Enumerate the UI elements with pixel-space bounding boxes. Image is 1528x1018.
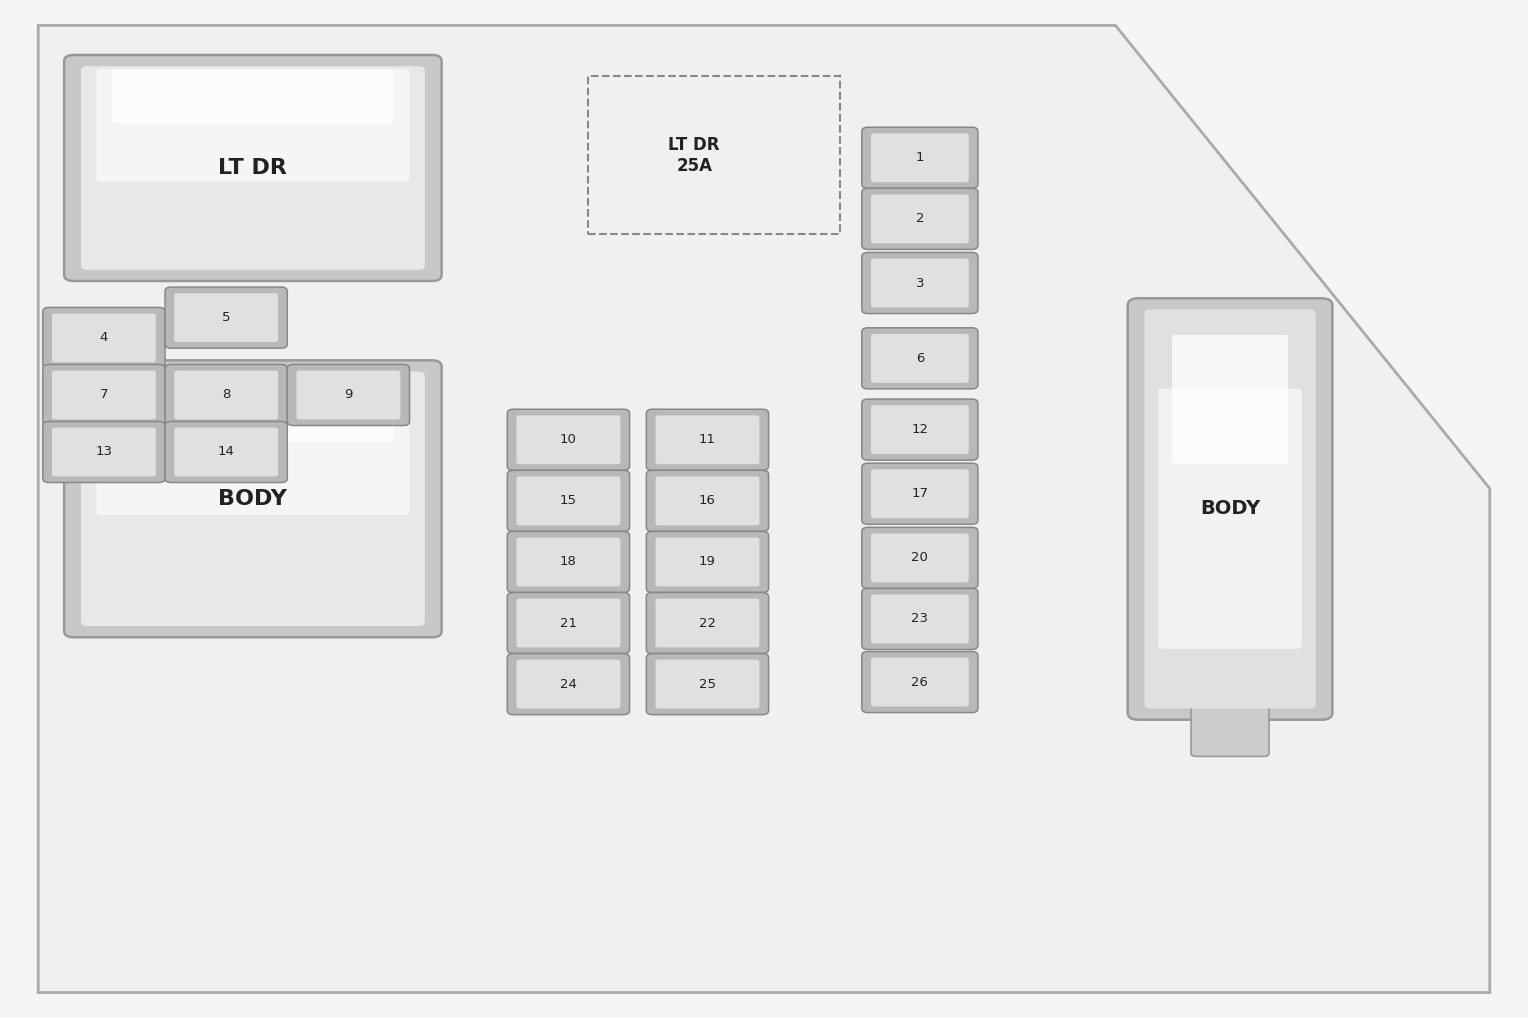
- Polygon shape: [38, 25, 1490, 993]
- FancyBboxPatch shape: [656, 660, 759, 709]
- FancyBboxPatch shape: [96, 69, 410, 181]
- FancyBboxPatch shape: [871, 334, 969, 383]
- Text: 16: 16: [698, 495, 717, 507]
- FancyBboxPatch shape: [871, 259, 969, 307]
- Text: 8: 8: [222, 389, 231, 401]
- FancyBboxPatch shape: [112, 378, 394, 443]
- FancyBboxPatch shape: [507, 409, 630, 470]
- Text: BODY: BODY: [1199, 500, 1261, 518]
- Text: BODY: BODY: [219, 489, 287, 509]
- FancyBboxPatch shape: [862, 652, 978, 713]
- FancyBboxPatch shape: [43, 307, 165, 369]
- Text: 17: 17: [911, 488, 929, 500]
- FancyBboxPatch shape: [516, 538, 620, 586]
- Text: 9: 9: [344, 389, 353, 401]
- FancyBboxPatch shape: [646, 531, 769, 592]
- FancyBboxPatch shape: [43, 364, 165, 426]
- FancyBboxPatch shape: [64, 360, 442, 637]
- Text: 1: 1: [915, 152, 924, 164]
- FancyBboxPatch shape: [646, 654, 769, 715]
- Text: 7: 7: [99, 389, 108, 401]
- FancyBboxPatch shape: [1172, 335, 1288, 464]
- FancyBboxPatch shape: [656, 415, 759, 464]
- Text: 11: 11: [698, 434, 717, 446]
- FancyBboxPatch shape: [64, 55, 442, 281]
- Text: 15: 15: [559, 495, 578, 507]
- FancyBboxPatch shape: [43, 421, 165, 483]
- FancyBboxPatch shape: [646, 592, 769, 654]
- FancyBboxPatch shape: [81, 66, 425, 270]
- Text: LT DR: LT DR: [219, 158, 287, 178]
- Text: 20: 20: [911, 552, 929, 564]
- FancyBboxPatch shape: [296, 371, 400, 419]
- FancyBboxPatch shape: [871, 469, 969, 518]
- FancyBboxPatch shape: [96, 377, 410, 515]
- FancyBboxPatch shape: [646, 470, 769, 531]
- FancyBboxPatch shape: [862, 463, 978, 524]
- FancyBboxPatch shape: [174, 371, 278, 419]
- FancyBboxPatch shape: [862, 527, 978, 588]
- FancyBboxPatch shape: [862, 188, 978, 249]
- FancyBboxPatch shape: [52, 428, 156, 476]
- FancyBboxPatch shape: [871, 133, 969, 182]
- FancyBboxPatch shape: [174, 293, 278, 342]
- Text: 21: 21: [559, 617, 578, 629]
- FancyBboxPatch shape: [656, 538, 759, 586]
- Text: 19: 19: [698, 556, 717, 568]
- FancyBboxPatch shape: [1144, 309, 1316, 709]
- FancyBboxPatch shape: [52, 314, 156, 362]
- FancyBboxPatch shape: [656, 599, 759, 647]
- FancyBboxPatch shape: [81, 372, 425, 626]
- FancyBboxPatch shape: [112, 70, 394, 123]
- FancyBboxPatch shape: [516, 599, 620, 647]
- FancyBboxPatch shape: [165, 421, 287, 483]
- Text: 6: 6: [915, 352, 924, 364]
- FancyBboxPatch shape: [1190, 704, 1268, 756]
- FancyBboxPatch shape: [862, 252, 978, 314]
- FancyBboxPatch shape: [871, 595, 969, 643]
- FancyBboxPatch shape: [507, 592, 630, 654]
- FancyBboxPatch shape: [862, 588, 978, 649]
- FancyBboxPatch shape: [862, 127, 978, 188]
- Text: 12: 12: [911, 423, 929, 436]
- FancyBboxPatch shape: [871, 194, 969, 243]
- Text: 4: 4: [99, 332, 108, 344]
- FancyBboxPatch shape: [1128, 298, 1332, 720]
- Text: 2: 2: [915, 213, 924, 225]
- FancyBboxPatch shape: [862, 399, 978, 460]
- Text: 26: 26: [911, 676, 929, 688]
- FancyBboxPatch shape: [871, 405, 969, 454]
- FancyBboxPatch shape: [507, 531, 630, 592]
- FancyBboxPatch shape: [1158, 389, 1302, 648]
- FancyBboxPatch shape: [516, 415, 620, 464]
- FancyBboxPatch shape: [165, 287, 287, 348]
- Text: 10: 10: [559, 434, 578, 446]
- Text: 24: 24: [559, 678, 578, 690]
- Text: LT DR
25A: LT DR 25A: [668, 135, 720, 175]
- FancyBboxPatch shape: [862, 328, 978, 389]
- Text: 22: 22: [698, 617, 717, 629]
- Text: 5: 5: [222, 312, 231, 324]
- FancyBboxPatch shape: [516, 476, 620, 525]
- Text: 3: 3: [915, 277, 924, 289]
- FancyBboxPatch shape: [656, 476, 759, 525]
- FancyBboxPatch shape: [646, 409, 769, 470]
- FancyBboxPatch shape: [871, 658, 969, 706]
- FancyBboxPatch shape: [52, 371, 156, 419]
- Text: 14: 14: [217, 446, 235, 458]
- FancyBboxPatch shape: [871, 533, 969, 582]
- Text: 25: 25: [698, 678, 717, 690]
- FancyBboxPatch shape: [174, 428, 278, 476]
- Text: 13: 13: [95, 446, 113, 458]
- Text: 23: 23: [911, 613, 929, 625]
- FancyBboxPatch shape: [165, 364, 287, 426]
- Text: 18: 18: [559, 556, 578, 568]
- FancyBboxPatch shape: [516, 660, 620, 709]
- FancyBboxPatch shape: [507, 654, 630, 715]
- FancyBboxPatch shape: [287, 364, 410, 426]
- FancyBboxPatch shape: [507, 470, 630, 531]
